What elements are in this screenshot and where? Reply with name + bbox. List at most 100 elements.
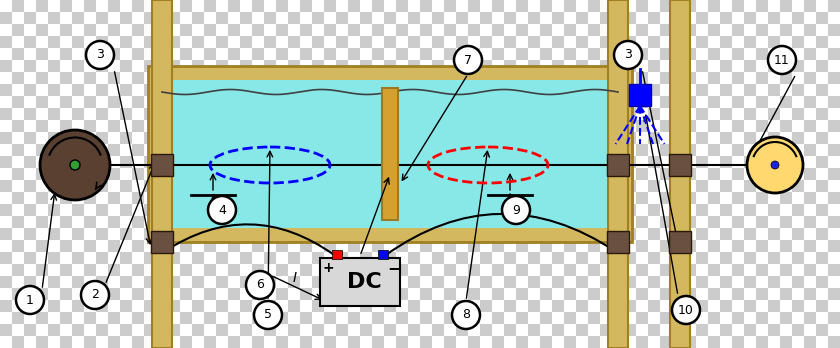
Bar [384, 180, 396, 192]
Bar [672, 108, 684, 120]
Bar [120, 324, 132, 336]
Bar [669, 231, 691, 253]
Bar [132, 168, 144, 180]
Bar [684, 180, 696, 192]
Bar [156, 120, 168, 132]
Bar [192, 144, 204, 156]
Bar [408, 60, 420, 72]
Bar [168, 180, 180, 192]
Bar [684, 0, 696, 12]
Bar [684, 252, 696, 264]
Bar [300, 264, 312, 276]
Bar [756, 0, 768, 12]
Bar [744, 300, 756, 312]
Bar [372, 0, 384, 12]
Bar [156, 156, 168, 168]
Bar [708, 48, 720, 60]
Bar [240, 48, 252, 60]
Bar [696, 180, 708, 192]
Bar [756, 276, 768, 288]
Bar [744, 288, 756, 300]
Bar [444, 168, 456, 180]
Bar [252, 84, 264, 96]
Bar [36, 216, 48, 228]
Bar [708, 324, 720, 336]
Bar [552, 276, 564, 288]
Bar [276, 12, 288, 24]
Bar [144, 168, 156, 180]
Bar [564, 240, 576, 252]
Bar [516, 264, 528, 276]
Bar [828, 168, 840, 180]
Bar [828, 96, 840, 108]
Bar [288, 216, 300, 228]
Bar [540, 288, 552, 300]
Bar [588, 156, 600, 168]
Bar [576, 108, 588, 120]
Bar [84, 240, 96, 252]
Bar [48, 300, 60, 312]
Bar [72, 312, 84, 324]
Bar [12, 144, 24, 156]
Bar [792, 168, 804, 180]
Bar [756, 288, 768, 300]
Bar [720, 228, 732, 240]
Bar [444, 60, 456, 72]
Bar [312, 288, 324, 300]
Bar [60, 228, 72, 240]
Bar [612, 48, 624, 60]
Bar [660, 60, 672, 72]
Bar [492, 264, 504, 276]
Bar [696, 108, 708, 120]
Bar [456, 204, 468, 216]
Bar [108, 312, 120, 324]
Bar [36, 120, 48, 132]
Text: 3: 3 [96, 48, 104, 62]
Bar [252, 288, 264, 300]
Bar [144, 132, 156, 144]
Bar [607, 154, 629, 176]
Bar [504, 336, 516, 348]
Bar [624, 108, 636, 120]
Bar [516, 108, 528, 120]
Bar [696, 252, 708, 264]
Bar [732, 336, 744, 348]
Bar [612, 300, 624, 312]
Bar [720, 300, 732, 312]
Bar [192, 216, 204, 228]
Bar [768, 144, 780, 156]
Bar [612, 132, 624, 144]
Bar [120, 24, 132, 36]
Bar [0, 0, 12, 12]
Bar [636, 108, 648, 120]
Bar [576, 288, 588, 300]
Bar [36, 264, 48, 276]
Bar [348, 168, 360, 180]
Bar [336, 144, 348, 156]
Bar [708, 108, 720, 120]
Bar [120, 156, 132, 168]
Bar [480, 96, 492, 108]
Bar [396, 156, 408, 168]
Bar [204, 228, 216, 240]
Bar [744, 60, 756, 72]
Bar [780, 12, 792, 24]
Bar [744, 204, 756, 216]
Bar [324, 324, 336, 336]
Bar [336, 276, 348, 288]
Bar [504, 228, 516, 240]
Bar [792, 204, 804, 216]
Text: 10: 10 [678, 303, 694, 316]
Bar [816, 48, 828, 60]
Bar [180, 120, 192, 132]
Bar [744, 48, 756, 60]
Bar [516, 72, 528, 84]
Bar [288, 120, 300, 132]
Bar [84, 324, 96, 336]
Bar [72, 264, 84, 276]
Bar [744, 228, 756, 240]
Bar [48, 12, 60, 24]
Bar [24, 72, 36, 84]
Bar [684, 36, 696, 48]
Bar [408, 300, 420, 312]
